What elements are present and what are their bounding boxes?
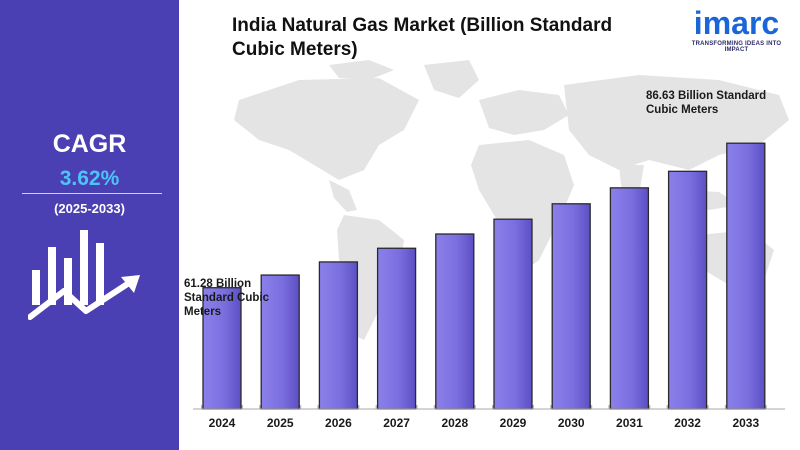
x-tick-label: 2026	[325, 416, 352, 430]
chart-title: India Natural Gas Market (Billion Standa…	[232, 15, 613, 60]
cagr-panel: CAGR 3.62% (2025-2033)	[0, 0, 179, 450]
annotation-2024: 61.28 Billion Standard Cubic Meters	[184, 278, 269, 318]
cagr-period: (2025-2033)	[54, 201, 125, 216]
bar-2031	[609, 187, 650, 410]
bar-2029	[493, 218, 533, 410]
cagr-label: CAGR	[52, 130, 127, 158]
annotation-2033: 86.63 Billion Standard Cubic Meters	[646, 90, 767, 116]
x-tick-label: 2027	[383, 416, 410, 430]
bars-group	[201, 142, 767, 410]
x-tick-labels: 2024 2025 2026 2027 2028 2029 2030 2031 2032 2033	[209, 416, 760, 430]
cagr-value: 3.62%	[59, 167, 120, 190]
bar-2027	[376, 247, 417, 410]
logo-tagline: TRANSFORMING IDEAS INTO IMPACT	[691, 41, 782, 53]
bar-2025	[260, 274, 300, 410]
bar-2032	[667, 170, 708, 410]
growth-chart-icon	[28, 230, 140, 320]
x-tick-label: 2025	[267, 416, 294, 430]
x-tick-label: 2029	[500, 416, 527, 430]
bar-2024	[202, 287, 242, 410]
x-tick-label: 2024	[209, 416, 236, 430]
imarc-logo: imarc TRANSFORMING IDEAS INTO IMPACT	[679, 5, 794, 53]
x-tick-label: 2028	[441, 416, 468, 430]
x-tick-label: 2030	[558, 416, 585, 430]
logo-wordmark: imarc	[693, 5, 780, 41]
cagr-divider	[22, 193, 162, 194]
x-tick-label: 2032	[674, 416, 701, 430]
bar-2026	[318, 261, 359, 410]
bar-2033	[726, 142, 766, 410]
bar-chart: 2024 2025 2026 2027 2028 2029 2030 2031 2032 2033	[193, 142, 785, 430]
bar-2028	[435, 233, 475, 410]
bar-2030	[551, 203, 591, 410]
chart-area: India Natural Gas Market (Billion Standa…	[179, 0, 800, 450]
x-tick-label: 2033	[732, 416, 759, 430]
x-tick-label: 2031	[616, 416, 643, 430]
